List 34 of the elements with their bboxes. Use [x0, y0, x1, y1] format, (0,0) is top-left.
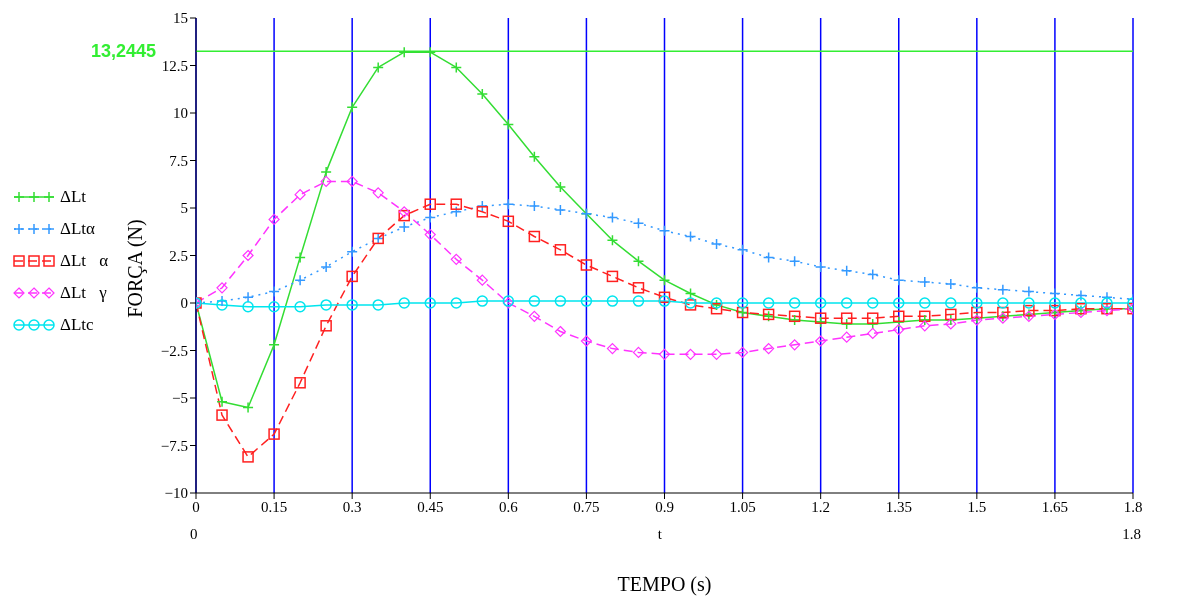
y-tick-label: 7.5 — [169, 152, 188, 169]
y-tick-label: −2.5 — [160, 342, 188, 359]
x-tick-label: 1.2 — [811, 498, 831, 515]
y-tick-label: 12.5 — [161, 57, 188, 74]
x-tick-label: 0.15 — [260, 498, 288, 515]
y-tick-label: 15 — [173, 10, 188, 27]
legend-label: ΔLt⃛γ — [60, 283, 107, 302]
x-tick-label: 0 — [192, 498, 200, 515]
y-tick-label: 0 — [180, 295, 188, 312]
x-tick-label: 1.65 — [1041, 498, 1069, 515]
y-tick-label: −7.5 — [160, 437, 188, 454]
x-tick-label: 1.8 — [1123, 498, 1143, 515]
x-tick-label: 1.35 — [885, 498, 912, 515]
x-tick-label: 1.5 — [967, 498, 987, 515]
y-tick-label: 10 — [173, 105, 188, 122]
y-tick-label: −5 — [172, 390, 188, 407]
x-tick-label: 0.45 — [417, 498, 444, 515]
y-tick-label: 5 — [180, 200, 188, 217]
x-axis-title: TEMPO (s) — [616, 573, 713, 596]
legend-label: ΔLtc — [60, 315, 94, 334]
y-axis-title: FORÇA (N) — [123, 218, 147, 318]
x-tick-label: 0.3 — [342, 498, 362, 515]
y-tick-label: −10 — [164, 485, 188, 502]
legend-label: ΔLt — [60, 187, 87, 206]
text: 1.8 — [1122, 526, 1141, 543]
y-tick-label: 2.5 — [169, 247, 188, 264]
legend-label: ΔLt⃛α — [60, 251, 109, 270]
x-tick-label: 1.05 — [729, 498, 756, 515]
text: t — [657, 526, 662, 543]
legend-label: ΔLtα — [60, 219, 95, 238]
x-tick-label: 0.9 — [655, 498, 674, 515]
x-tick-label: 0.6 — [498, 498, 519, 515]
ref-line-label: 13,2445 — [90, 41, 156, 62]
x-tick-label: 0.75 — [573, 498, 600, 515]
